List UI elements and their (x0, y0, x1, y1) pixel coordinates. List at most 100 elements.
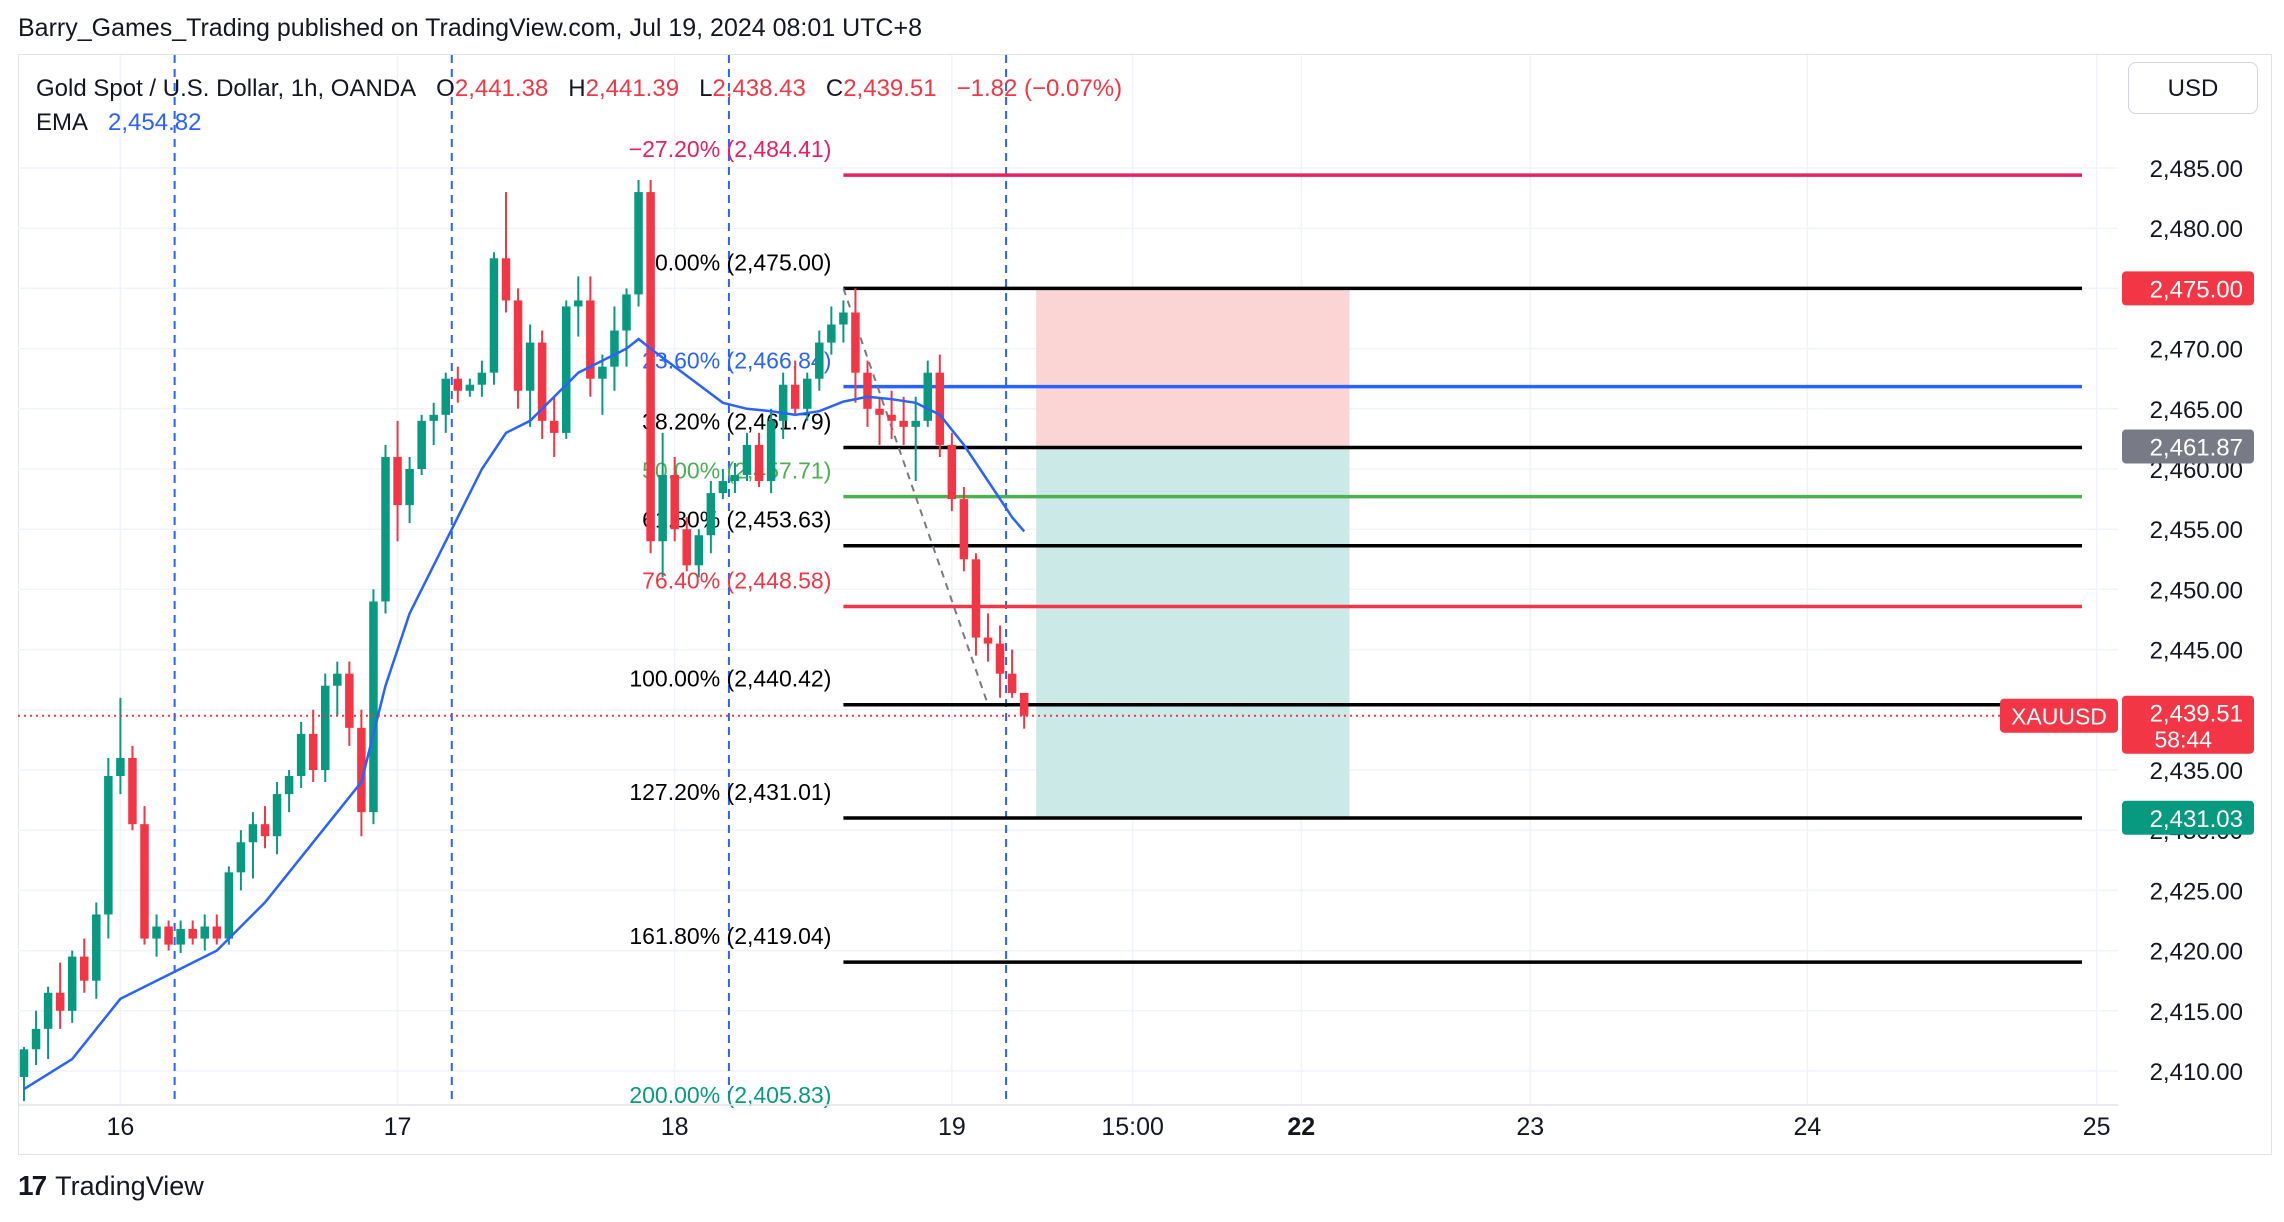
candle-body (598, 366, 607, 379)
candle (815, 330, 824, 391)
candle-body (803, 378, 812, 409)
fib-level-label: −27.20% (2,484.41) (629, 136, 832, 162)
candle-body (790, 384, 800, 409)
close-value: 2,439.51 (843, 75, 937, 102)
candle-body (658, 475, 667, 542)
candle-body (441, 378, 450, 415)
session-separators (173, 55, 1008, 1105)
candle-body (935, 372, 945, 445)
time-tick-label: 15:00 (1101, 1113, 1164, 1141)
candle (236, 830, 246, 891)
candle-body (682, 529, 691, 566)
candle (983, 613, 993, 662)
footer: 17 TradingView (18, 1170, 204, 1202)
candle (284, 770, 294, 813)
ema-row[interactable]: EMA 2,454.82 (36, 106, 1122, 140)
candle-body (212, 926, 222, 939)
price-badge-bg (2122, 800, 2254, 835)
candle-body (296, 733, 306, 777)
candle (1007, 649, 1017, 698)
ema-line (23, 337, 1026, 1091)
candle-body (911, 420, 920, 427)
candle (152, 914, 161, 957)
time-tick-label: 18 (661, 1113, 689, 1141)
candle-body (272, 794, 282, 837)
candle (116, 697, 125, 795)
candle-body (887, 414, 896, 421)
candle-body (489, 258, 499, 373)
candles (19, 180, 1029, 1102)
candle-body (1019, 692, 1029, 716)
candle (911, 396, 920, 482)
candle-body (393, 456, 402, 506)
candle-body (525, 342, 535, 391)
symbol-badge: XAUUSD (2000, 698, 2118, 733)
countdown-text: 58:44 (2154, 727, 2212, 753)
price-tick-label: 2,465.00 (2150, 397, 2243, 424)
price-badge-text: 2,461.87 (2150, 434, 2243, 461)
candle (513, 288, 523, 409)
time-tick-label: 22 (1287, 1113, 1315, 1141)
price-badge-bg (2122, 271, 2254, 306)
candle (465, 378, 475, 397)
price-tick-label: 2,450.00 (2150, 577, 2243, 604)
brand-name: TradingView (55, 1170, 204, 1201)
candle (995, 625, 1005, 698)
candle (682, 517, 691, 572)
candle (333, 661, 342, 716)
candle (971, 553, 981, 656)
high-label: H (568, 75, 586, 102)
candle (622, 288, 631, 367)
candle-body (188, 928, 197, 939)
candle (477, 360, 487, 397)
price-tick-label: 2,415.00 (2150, 999, 2243, 1026)
candle (899, 396, 908, 445)
candle-body (827, 324, 836, 343)
ohlc-row: Gold Spot / U.S. Dollar, 1h, OANDA O2,44… (36, 72, 1122, 106)
candle-body (284, 776, 294, 795)
price-badge: 2,475.00 (2122, 271, 2254, 306)
candle-body (417, 420, 426, 469)
close-label: C (825, 75, 844, 102)
candle-body (839, 312, 848, 325)
fib-level-label: 100.00% (2,440.42) (629, 666, 831, 692)
time-tick-label: 23 (1516, 1113, 1544, 1141)
candle-body (429, 414, 438, 421)
candle-body (152, 926, 161, 939)
symbol-badge-bg (2000, 698, 2118, 733)
candle (646, 180, 655, 554)
candle (634, 180, 643, 307)
chart-frame[interactable] (18, 54, 2272, 1155)
candle (441, 372, 450, 433)
candle-body (851, 312, 860, 373)
candle-body (477, 372, 487, 385)
time-tick-label: 16 (106, 1113, 134, 1141)
candle (92, 902, 101, 999)
candle (658, 432, 667, 578)
candle (935, 354, 945, 457)
candle (80, 938, 89, 993)
candle (381, 444, 390, 614)
candle-body (742, 444, 752, 476)
fib-retracement: −27.20% (2,484.41) 0.00% (2,475.00) 23.60%… (629, 136, 2082, 1108)
candle-body (586, 300, 595, 379)
candle (562, 300, 571, 439)
price-chart[interactable]: −27.20% (2,484.41) 0.00% (2,475.00) 23.60%… (0, 0, 2284, 1160)
currency-button[interactable]: USD (2128, 62, 2258, 114)
candle (959, 487, 969, 572)
take-profit-zone (1036, 446, 1350, 818)
candle-body (260, 824, 270, 837)
candle (248, 812, 258, 879)
symbol-title: Gold Spot / U.S. Dollar, 1h, OANDA (36, 75, 417, 102)
candle (272, 782, 282, 855)
candle (778, 372, 788, 439)
price-tick-label: 2,410.00 (2150, 1059, 2243, 1086)
candle (212, 914, 222, 945)
candle (224, 866, 234, 945)
candle (31, 1010, 41, 1065)
candle-body (646, 192, 655, 542)
candle-body (164, 926, 173, 945)
candle (308, 709, 318, 783)
ema-value: 2,454.82 (108, 109, 202, 136)
candle-body (754, 444, 764, 482)
